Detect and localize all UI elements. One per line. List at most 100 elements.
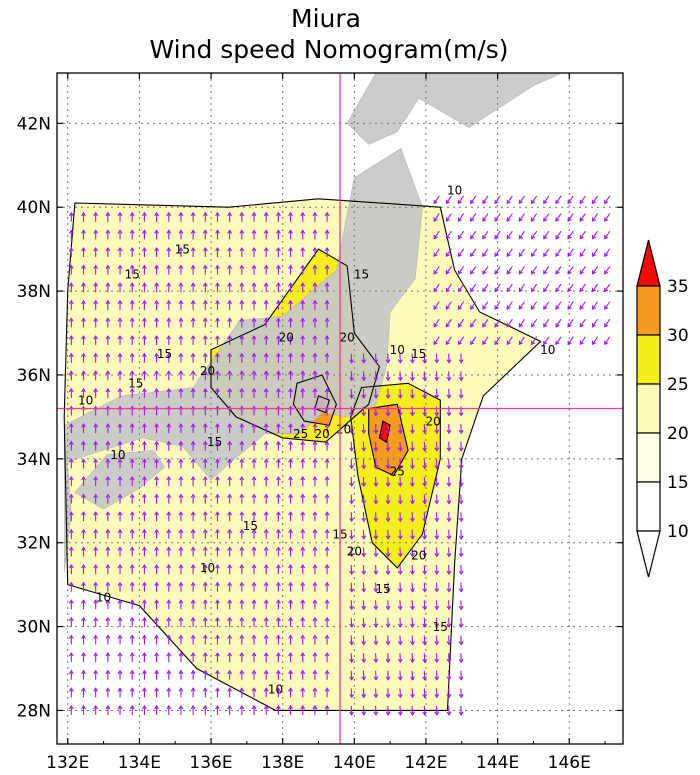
wind-arrow [154,282,159,293]
wind-arrow [373,441,379,452]
wind-arrow [227,652,233,663]
contour-label: 25 [293,427,308,441]
wind-arrow [93,581,99,592]
wind-arrow [373,582,379,593]
wind-arrow [312,563,318,575]
wind-arrow [239,282,245,293]
wind-arrow [446,547,452,558]
wind-arrow [385,529,391,540]
wind-arrow [81,475,86,486]
wind-arrow [324,475,330,486]
wind-arrow [470,230,477,240]
wind-arrow [166,511,172,522]
wind-arrow [190,264,196,275]
wind-arrow [202,687,208,698]
wind-arrow [93,616,99,627]
crosshair [57,73,623,744]
wind-arrow [288,528,293,539]
wind-arrow [288,211,293,222]
wind-arrow [300,211,306,222]
wind-arrow [349,635,354,646]
wind-arrow [93,563,99,575]
wind-arrow [178,528,184,539]
wind-arrow [251,229,257,240]
wind-arrow [93,546,99,557]
wind-arrow [373,688,379,699]
wind-arrow [446,565,452,576]
wind-arrow [276,282,281,293]
wind-arrow [93,282,99,293]
wind-arrow [105,211,111,222]
wind-arrow [142,387,147,398]
contour-label: 10 [268,683,283,697]
wind-arrow [129,704,135,715]
wind-arrow [142,652,147,663]
wind-arrow [251,264,257,275]
wind-arrow [154,211,159,222]
wind-arrow [251,282,257,293]
wind-arrow [276,475,281,486]
wind-arrow [457,248,465,258]
wind-arrow [373,635,379,646]
wind-arrow [482,213,489,222]
wind-arrow [68,599,74,610]
wind-arrow [142,599,147,610]
wind-arrow [276,687,281,698]
wind-arrow [215,652,220,663]
wind-arrow [324,440,330,451]
wind-arrow [312,264,318,275]
wind-arrow [446,441,452,452]
wind-arrow [288,475,293,486]
contour-label: 20 [279,330,294,344]
wind-arrow [434,459,440,470]
wind-arrow [105,704,111,715]
wind-arrow [288,634,293,645]
wind-arrow [129,616,135,627]
wind-arrow [433,336,440,346]
wind-arrow [458,388,464,399]
wind-arrow [215,475,220,486]
wind-arrow [166,246,172,257]
wind-arrow [227,211,233,222]
wind-arrow [178,458,184,469]
wind-arrow [178,229,184,240]
contour-label: 10 [390,343,405,357]
wind-arrow [458,582,464,593]
wind-arrow [361,512,367,523]
wind-arrow [215,563,220,575]
wind-arrow [361,547,367,558]
wind-arrow [190,704,196,715]
wind-arrow [361,688,367,699]
wind-arrow [93,599,99,610]
wind-arrow [166,669,172,680]
wind-arrow [482,301,489,310]
wind-arrow [154,299,159,310]
wind-arrow [68,352,74,363]
wind-arrow [93,475,99,486]
wind-arrow [239,370,245,381]
wind-arrow [178,370,184,381]
wind-arrow [81,528,86,539]
wind-arrow [251,317,257,328]
wind-arrow [324,387,330,398]
wind-arrow [93,687,99,698]
x-tick-label: 142E [404,753,447,773]
wind-arrow [434,512,440,523]
wind-arrow [579,213,586,222]
wind-arrow [129,387,135,398]
wind-arrow [312,704,318,715]
wind-arrow [300,599,306,610]
wind-arrow [154,475,159,486]
wind-arrow [349,529,354,540]
x-tick-label: 132E [46,753,89,773]
wind-arrow [117,704,123,715]
wind-arrow [312,634,318,645]
wind-arrow [276,546,281,557]
wind-arrow [397,582,403,593]
wind-arrow [567,283,574,293]
wind-arrow [385,424,391,435]
wind-arrow [300,546,306,557]
wind-arrow [129,493,135,504]
wind-arrow [263,493,269,504]
wind-arrow [276,387,281,398]
